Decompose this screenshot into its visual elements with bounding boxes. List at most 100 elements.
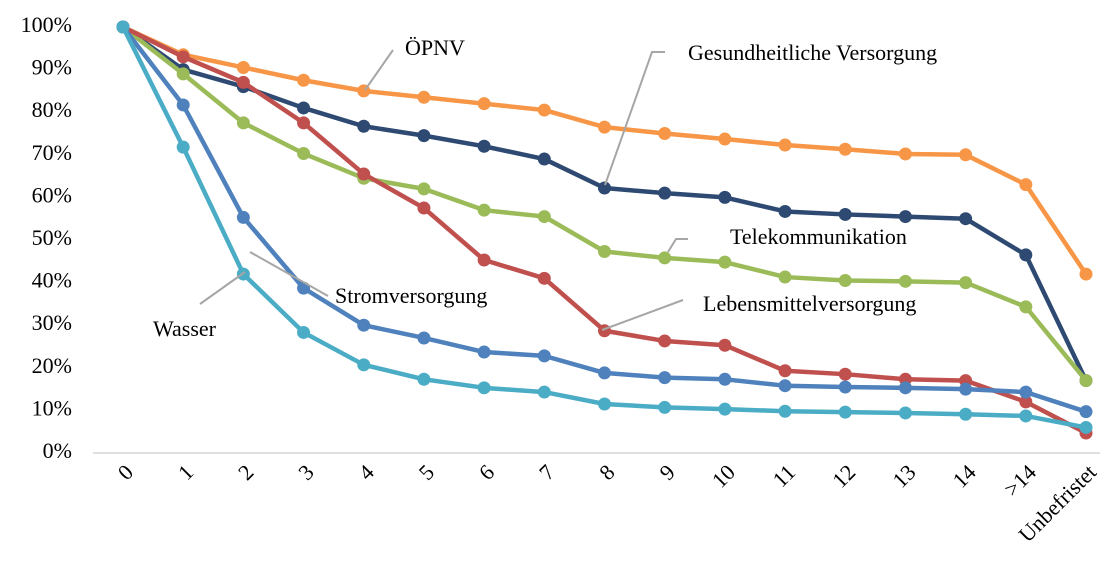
- data-point: [959, 407, 973, 421]
- data-point: [778, 270, 792, 284]
- data-point: [658, 334, 672, 348]
- x-tick-label: 5: [414, 459, 439, 484]
- data-point: [898, 210, 912, 224]
- data-point: [838, 207, 852, 221]
- data-point: [778, 379, 792, 393]
- data-point: [477, 203, 491, 217]
- x-tick-label: 2: [233, 459, 258, 484]
- leader-line: [249, 251, 329, 297]
- series-label: Lebensmittelversorgung: [703, 291, 916, 316]
- data-point: [598, 397, 611, 411]
- x-tick-label: 0: [113, 459, 138, 484]
- leader-line: [604, 51, 665, 186]
- data-point: [477, 345, 491, 359]
- series-label: Telekommunikation: [730, 224, 907, 249]
- x-tick-label: 8: [594, 459, 619, 484]
- data-point: [236, 210, 250, 224]
- y-tick-label: 80%: [32, 97, 72, 122]
- y-tick-label: 50%: [32, 225, 72, 250]
- data-point: [236, 60, 250, 74]
- x-tick-label: >14: [999, 459, 1041, 501]
- data-point: [959, 382, 973, 396]
- data-point: [236, 116, 250, 130]
- data-point: [357, 318, 371, 332]
- data-point: [357, 119, 371, 133]
- data-point: [417, 90, 431, 104]
- data-point: [718, 190, 732, 204]
- data-point: [598, 324, 611, 338]
- y-tick-label: 70%: [32, 140, 72, 165]
- data-point: [537, 349, 551, 363]
- series-line: [122, 24, 1088, 276]
- y-tick-label: 100%: [21, 12, 72, 37]
- data-point: [778, 364, 792, 378]
- data-point: [838, 405, 852, 419]
- data-point: [537, 385, 551, 399]
- data-point: [357, 358, 371, 372]
- data-point: [297, 73, 311, 87]
- x-tick-label: 3: [293, 459, 318, 484]
- data-point: [778, 404, 792, 418]
- data-point: [959, 276, 973, 290]
- leader-line: [364, 49, 394, 91]
- data-point: [297, 147, 311, 161]
- data-point: [718, 402, 732, 416]
- y-tick-label: 10%: [32, 395, 72, 420]
- x-tick-label: 4: [353, 459, 378, 484]
- data-point: [477, 97, 491, 111]
- leader-line: [601, 299, 684, 331]
- data-point: [658, 371, 672, 385]
- data-point: [718, 132, 732, 146]
- data-point: [898, 147, 912, 161]
- data-point: [598, 245, 611, 259]
- data-point: [658, 127, 672, 140]
- data-point: [477, 381, 491, 395]
- data-point: [838, 142, 852, 156]
- data-point: [778, 204, 792, 218]
- data-point: [838, 273, 852, 287]
- x-tick-label: 13: [887, 459, 920, 492]
- data-point: [297, 101, 311, 115]
- x-tick-label: 10: [707, 459, 740, 492]
- leader-line: [199, 271, 246, 305]
- data-point: [658, 251, 672, 265]
- data-point: [417, 129, 431, 143]
- data-point: [297, 116, 311, 130]
- data-point: [898, 381, 912, 395]
- data-point: [1019, 395, 1033, 409]
- y-tick-label: 40%: [32, 268, 72, 293]
- x-tick-label: 6: [474, 459, 499, 484]
- y-tick-label: 20%: [32, 353, 72, 378]
- data-point: [477, 253, 491, 267]
- data-point: [176, 98, 190, 112]
- series-label: Wasser: [153, 316, 217, 341]
- data-point: [598, 181, 611, 195]
- data-point: [598, 120, 611, 134]
- x-tick-label: 12: [827, 459, 860, 492]
- x-tick-label: 11: [768, 459, 801, 492]
- data-point: [477, 139, 491, 153]
- data-point: [718, 338, 732, 352]
- data-point: [537, 271, 551, 285]
- y-tick-label: 90%: [32, 55, 72, 80]
- y-tick-label: 0%: [43, 438, 72, 463]
- data-point: [598, 366, 611, 380]
- data-point: [898, 274, 912, 288]
- data-point: [959, 148, 973, 162]
- data-point: [838, 367, 852, 381]
- y-tick-label: 60%: [32, 182, 72, 207]
- data-point: [1019, 409, 1033, 423]
- data-point: [537, 103, 551, 117]
- data-point: [176, 140, 190, 154]
- data-point: [1019, 178, 1033, 192]
- data-point: [959, 212, 973, 226]
- data-point: [537, 210, 551, 224]
- data-point: [176, 67, 190, 81]
- data-point: [898, 406, 912, 420]
- data-point: [838, 380, 852, 394]
- data-point: [1079, 420, 1093, 434]
- leader-line: [667, 238, 688, 253]
- data-point: [718, 255, 732, 269]
- data-point: [718, 372, 732, 386]
